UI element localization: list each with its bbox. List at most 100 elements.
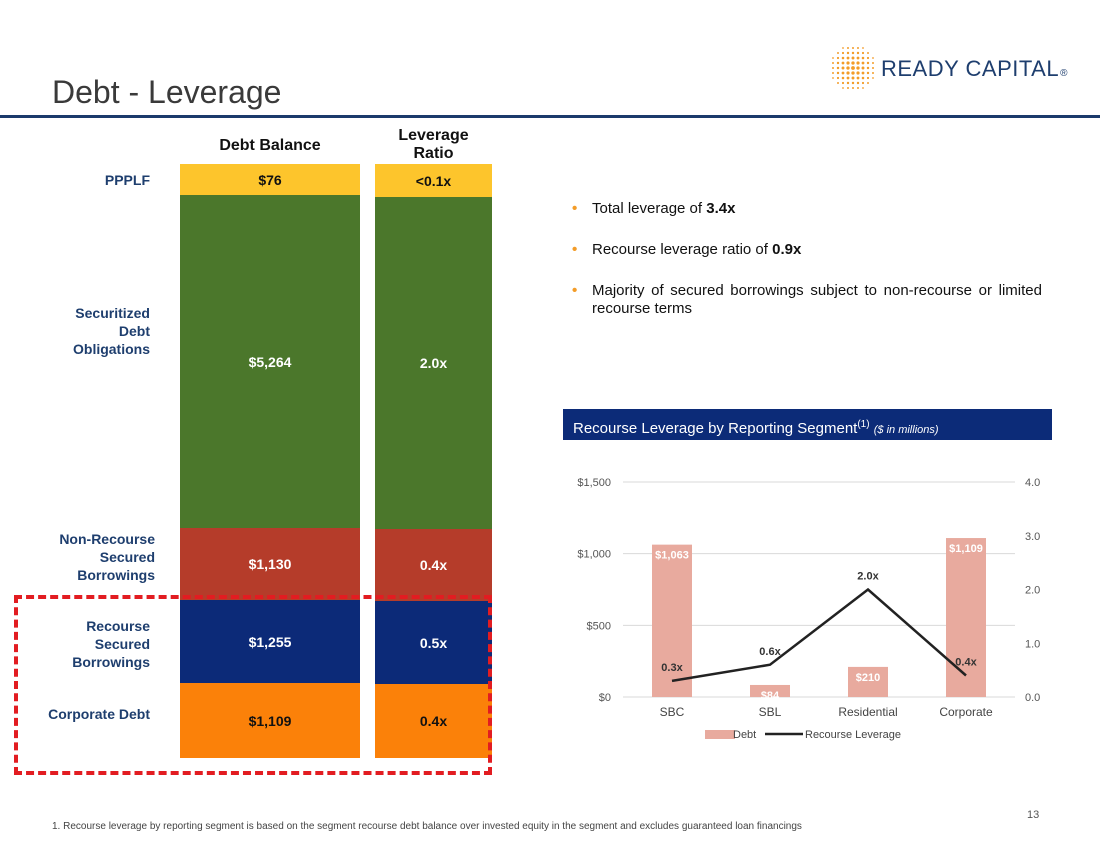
logo-dot (862, 82, 864, 84)
page-title: Debt - Leverage (52, 74, 281, 111)
logo-dot (832, 77, 834, 79)
bar-data-label: $84 (761, 690, 780, 702)
title-divider (0, 115, 1100, 118)
brand-name: READY CAPITAL® (881, 56, 1068, 82)
logo-dot (837, 62, 839, 64)
logo-dot (851, 66, 855, 70)
logo-dot (872, 77, 874, 79)
leverage-securitized: 2.0x (375, 197, 492, 529)
bar-data-label: $1,109 (949, 543, 983, 555)
logo-dot (832, 62, 834, 64)
logo-dot (837, 72, 839, 74)
logo-dot (847, 57, 850, 60)
y-left-tick-label: $1,000 (577, 549, 611, 561)
line-data-label: 0.6x (759, 646, 781, 658)
x-tick-label: Residential (838, 705, 897, 719)
logo-dot (851, 61, 854, 64)
logo-dot (872, 72, 874, 74)
chart-header: Recourse Leverage by Reporting Segment(1… (563, 409, 1052, 440)
row-label-securitized: Securitized Debt Obligations (20, 304, 150, 358)
logo-dot (867, 52, 869, 54)
y-right-tick-label: 2.0 (1025, 585, 1040, 597)
logo-dot (857, 77, 860, 80)
logo-dot (867, 57, 869, 59)
x-tick-label: SBL (759, 705, 782, 719)
logo-dot (847, 77, 850, 80)
logo-dot (862, 57, 865, 60)
logo-dot (842, 52, 844, 54)
bullet-dot-icon: • (572, 200, 577, 218)
balance-securitized: $5,264 (180, 195, 360, 528)
logo-dot (862, 72, 865, 75)
balance-ppplf: $76 (180, 164, 360, 195)
logo-dot (867, 62, 869, 64)
logo-dot (867, 77, 869, 79)
logo-dot (837, 67, 839, 69)
logo-dot (862, 77, 865, 80)
legend-label-debt: Debt (733, 729, 756, 741)
y-right-tick-label: 0.0 (1025, 692, 1040, 704)
logo-dot (867, 67, 869, 69)
logo-dot (857, 57, 860, 60)
brand-logo: READY CAPITAL® (828, 44, 1058, 92)
y-left-tick-label: $1,500 (577, 477, 611, 489)
logo-dot (846, 61, 849, 64)
recourse-leverage-chart: $0 $500 $1,000 $1,500 0.0 1.0 2.0 3.0 4.0 $1,063 S… (563, 460, 1063, 750)
logo-dot (837, 82, 839, 84)
brand-dots-icon (828, 44, 878, 92)
bullet-secured-borrowings: • Majority of secured borrowings subject … (572, 282, 1042, 318)
logo-dot (847, 52, 849, 54)
logo-dot (832, 57, 834, 59)
logo-dot (856, 61, 859, 64)
logo-dot (846, 71, 849, 74)
legend-label-leverage: Recourse Leverage (805, 729, 901, 741)
y-right-tick-label: 4.0 (1025, 477, 1040, 489)
logo-dot (852, 57, 855, 60)
logo-dot (862, 67, 865, 70)
key-points: • Total leverage of 3.4x • Recourse levera… (572, 200, 1042, 341)
logo-dot (852, 52, 854, 54)
page-number: 13 (1027, 809, 1039, 821)
logo-dot (837, 52, 839, 54)
logo-dot (837, 57, 839, 59)
logo-dot (847, 82, 849, 84)
line-recourse-leverage (672, 590, 966, 681)
row-label-ppplf: PPPLF (20, 171, 150, 189)
line-data-label: 2.0x (857, 571, 879, 583)
logo-dot (846, 66, 849, 69)
logo-dot (867, 82, 869, 84)
leverage-ppplf: <0.1x (375, 164, 492, 197)
y-right-tick-label: 1.0 (1025, 638, 1040, 650)
header-debt-balance: Debt Balance (180, 137, 360, 155)
logo-dot (847, 87, 849, 89)
line-data-label: 0.3x (661, 662, 683, 674)
x-tick-label: SBC (660, 705, 685, 719)
x-tick-label: Corporate (939, 705, 993, 719)
logo-dot (842, 57, 845, 60)
bullet-dot-icon: • (572, 282, 577, 300)
logo-dot (857, 82, 859, 84)
bar-data-label: $210 (856, 672, 880, 684)
logo-dot (842, 47, 844, 49)
bullet-recourse-leverage: • Recourse leverage ratio of 0.9x (572, 241, 1042, 259)
leverage-non-recourse: 0.4x (375, 529, 492, 601)
bar-data-label: $1,063 (655, 550, 689, 562)
logo-dot (842, 72, 845, 75)
header-leverage-ratio: Leverage Ratio (375, 127, 492, 163)
recourse-highlight-box (14, 595, 492, 775)
logo-dot (862, 87, 864, 89)
logo-dot (857, 47, 859, 49)
logo-dot (872, 67, 874, 69)
logo-dot (852, 82, 854, 84)
legend-swatch-debt (705, 730, 735, 739)
logo-dot (872, 62, 874, 64)
logo-dot (847, 47, 849, 49)
y-left-tick-label: $500 (587, 620, 611, 632)
line-data-label: 0.4x (955, 657, 977, 669)
logo-dot (856, 66, 859, 69)
logo-dot (872, 57, 874, 59)
logo-dot (837, 77, 839, 79)
logo-dot (842, 82, 844, 84)
logo-dot (832, 72, 834, 74)
logo-dot (862, 52, 864, 54)
